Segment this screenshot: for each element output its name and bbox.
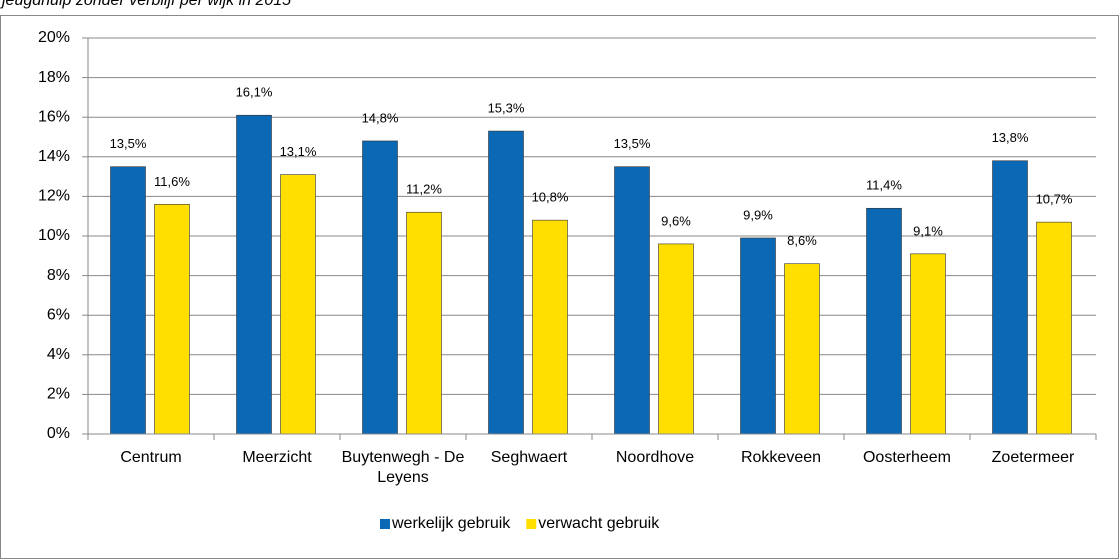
value-label: 10,7% xyxy=(1036,192,1073,207)
value-label: 11,2% xyxy=(406,182,442,197)
legend-label: verwacht gebruik xyxy=(538,515,660,532)
x-tick-label: Meerzicht xyxy=(242,449,312,466)
bar xyxy=(740,237,776,435)
y-tick-label: 0% xyxy=(47,425,70,442)
value-label: 11,6% xyxy=(154,174,190,189)
bar xyxy=(614,166,650,435)
bar xyxy=(658,243,694,435)
value-label: 13,5% xyxy=(614,136,651,151)
x-tick-label: Oosterheem xyxy=(862,449,952,466)
x-tick-label: Zoetermeer xyxy=(991,449,1075,466)
bar xyxy=(110,166,146,435)
y-tick-label: 10% xyxy=(38,227,70,244)
bar xyxy=(784,263,820,435)
x-tick-label: Rokkeveen xyxy=(740,449,822,466)
legend-swatch xyxy=(526,519,537,529)
bar xyxy=(992,160,1028,435)
value-label: 15,3% xyxy=(488,100,525,115)
bar xyxy=(1036,221,1072,435)
bar xyxy=(236,114,272,435)
bar xyxy=(532,219,568,435)
x-tick-label: Centrum xyxy=(120,449,182,466)
legend-swatch xyxy=(380,519,390,529)
x-tick-label: Buytenwegh - De Leyens xyxy=(341,449,465,486)
value-label: 11,4% xyxy=(866,178,902,193)
y-tick-label: 4% xyxy=(47,346,70,363)
bar xyxy=(280,174,316,435)
bar xyxy=(866,207,902,435)
y-tick-label: 14% xyxy=(38,148,70,165)
bar xyxy=(406,211,442,435)
y-tick-label: 8% xyxy=(47,267,70,284)
legend-label: werkelijk gebruik xyxy=(391,515,511,532)
value-label: 16,1% xyxy=(236,85,273,100)
value-label: 13,8% xyxy=(992,130,1029,145)
y-tick-label: 2% xyxy=(47,386,70,403)
value-label: 13,1% xyxy=(280,144,317,159)
y-tick-label: 20% xyxy=(38,29,70,46)
value-label: 10,8% xyxy=(532,190,569,205)
x-tick-label: Seghwaert xyxy=(490,449,568,466)
value-label: 9,1% xyxy=(913,223,943,238)
bar xyxy=(488,130,524,435)
bar xyxy=(910,253,946,435)
value-label: 9,6% xyxy=(661,213,691,228)
value-label: 9,9% xyxy=(743,207,773,222)
bar xyxy=(362,140,398,435)
value-label: 8,6% xyxy=(787,233,817,248)
value-label: 14,8% xyxy=(362,110,399,125)
bar xyxy=(154,204,190,435)
y-tick-label: 18% xyxy=(38,69,70,86)
y-tick-label: 6% xyxy=(47,306,70,323)
x-tick-label: Noordhove xyxy=(615,449,695,466)
y-tick-label: 16% xyxy=(38,108,70,125)
chart-frame xyxy=(0,15,1119,559)
value-label: 13,5% xyxy=(110,136,147,151)
chart-title: jeugdhulp zonder verblijf per wijk in 20… xyxy=(2,0,292,9)
y-tick-label: 12% xyxy=(38,188,70,205)
